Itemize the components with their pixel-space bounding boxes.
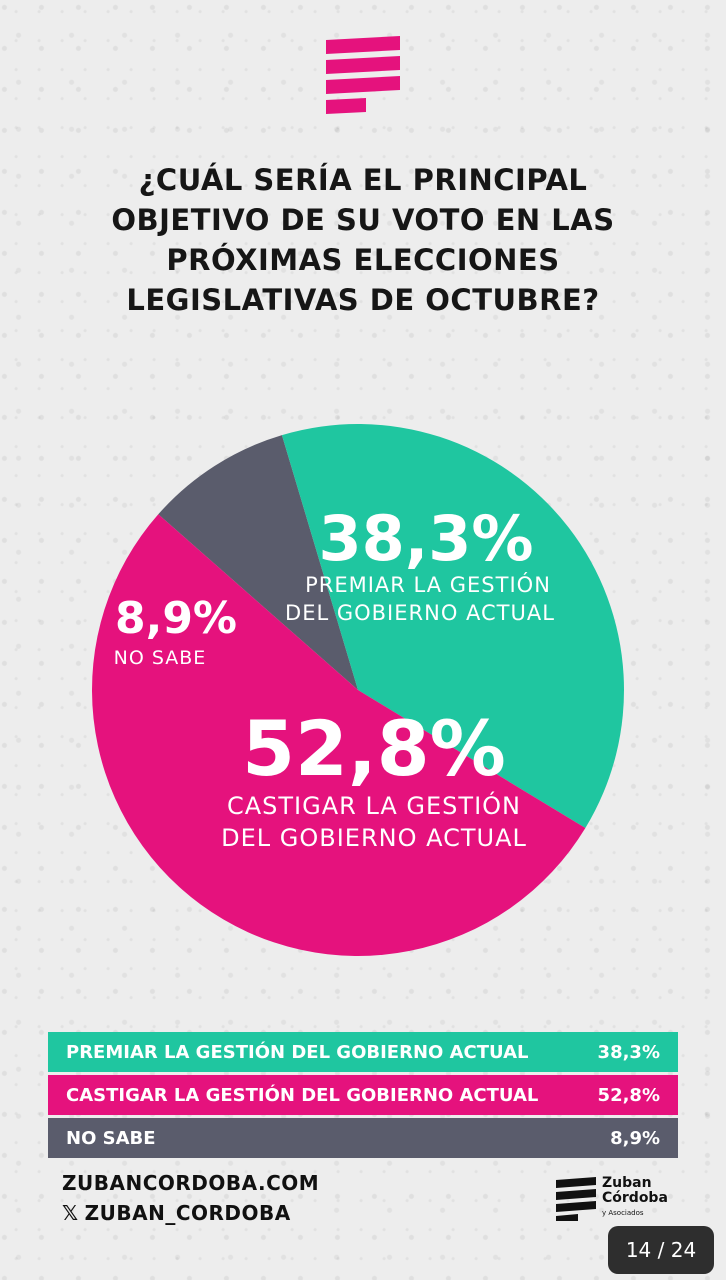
- slice-category-label: DEL GOBIERNO ACTUAL: [285, 601, 555, 625]
- x-logo-icon: 𝕏: [62, 1201, 79, 1225]
- pie-slice: [281, 424, 624, 829]
- brand-line2: Córdoba: [602, 1190, 668, 1206]
- brand-stripes-icon: [556, 1176, 596, 1221]
- brand-line3: y Asociados: [602, 1209, 644, 1217]
- legend-label: CASTIGAR LA GESTIÓN DEL GOBIERNO ACTUAL: [66, 1084, 539, 1106]
- brand-line1: Zuban: [602, 1175, 652, 1191]
- brand-stripes-icon: [326, 36, 400, 114]
- title-line: ¿CUÁL SERÍA EL PRINCIPAL: [138, 163, 588, 197]
- website-link[interactable]: ZUBANCORDOBA.COM: [62, 1171, 320, 1195]
- handle-text: ZUBAN_CORDOBA: [84, 1201, 291, 1225]
- legend-table: PREMIAR LA GESTIÓN DEL GOBIERNO ACTUAL 3…: [48, 1032, 678, 1161]
- page-indicator[interactable]: 14 / 24: [608, 1226, 714, 1274]
- footer-links: ZUBANCORDOBA.COM 𝕏 ZUBAN_CORDOBA: [62, 1168, 319, 1228]
- legend-label: PREMIAR LA GESTIÓN DEL GOBIERNO ACTUAL: [66, 1041, 529, 1063]
- legend-label: NO SABE: [66, 1127, 156, 1149]
- legend-value: 8,9%: [610, 1127, 660, 1149]
- slice-category-label: DEL GOBIERNO ACTUAL: [221, 824, 527, 852]
- slice-percent-label: 52,8%: [242, 704, 506, 793]
- legend-row-nosabe: NO SABE 8,9%: [48, 1118, 678, 1158]
- legend-value: 52,8%: [597, 1084, 660, 1106]
- pie-slice: [158, 435, 358, 690]
- pie-slice: [91, 514, 586, 957]
- slice-percent-label: 38,3%: [318, 502, 533, 575]
- legend-row-premiar: PREMIAR LA GESTIÓN DEL GOBIERNO ACTUAL 3…: [48, 1032, 678, 1072]
- legend-value: 38,3%: [597, 1041, 660, 1063]
- social-handle[interactable]: 𝕏 ZUBAN_CORDOBA: [62, 1198, 319, 1228]
- title-line: PRÓXIMAS ELECCIONES: [166, 243, 560, 277]
- brand-logo-bottom: Zuban Córdoba y Asociados: [556, 1176, 668, 1221]
- title-line: LEGISLATIVAS DE OCTUBRE?: [126, 283, 600, 317]
- slice-percent-label: 8,9%: [115, 593, 237, 644]
- brand-logo-top: [326, 36, 400, 116]
- chart-title: ¿CUÁL SERÍA EL PRINCIPAL OBJETIVO DE SU …: [40, 160, 686, 320]
- brand-name: Zuban Córdoba y Asociados: [602, 1176, 668, 1221]
- slice-category-label: NO SABE: [114, 647, 207, 669]
- slice-category-label: CASTIGAR LA GESTIÓN: [227, 790, 521, 820]
- legend-row-castigar: CASTIGAR LA GESTIÓN DEL GOBIERNO ACTUAL …: [48, 1075, 678, 1115]
- slice-category-label: PREMIAR LA GESTIÓN: [305, 572, 551, 597]
- title-line: OBJETIVO DE SU VOTO EN LAS: [111, 203, 615, 237]
